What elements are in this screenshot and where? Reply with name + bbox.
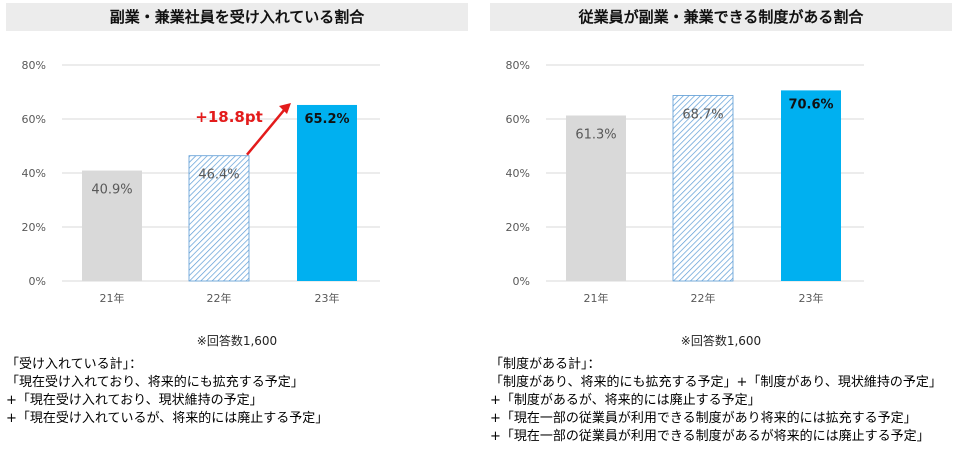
bar — [672, 95, 734, 282]
x-tick-label: 22年 — [691, 291, 716, 305]
bar-chart: 0% 20% 40% 60% 80% 61.3% 21年 68.7% 22年 70.6% 23年 — [506, 59, 864, 305]
definition-line: +「制度があるが、将来的には廃止する予定」 — [490, 393, 761, 408]
y-tick-label: 40% — [506, 167, 530, 180]
y-tick-label: 0% — [513, 275, 530, 288]
bar — [566, 115, 626, 282]
definition-line: 「制度があり、将来的にも拡充する予定」+「制度があり、現状維持の予定」 — [490, 375, 942, 390]
x-tick-label: 21年 — [584, 291, 609, 305]
data-label: 61.3% — [575, 127, 616, 142]
x-tick-label: 22年 — [207, 291, 232, 305]
definition-line: 「受け入れている計」： — [6, 357, 143, 372]
respondent-note: ※回答数1,600 — [680, 334, 762, 348]
y-tick-label: 60% — [506, 113, 530, 126]
y-tick-label: 80% — [506, 59, 530, 72]
definition-line: 「制度がある計」： — [490, 357, 601, 372]
respondent-note: ※回答数1,600 — [196, 334, 278, 348]
definition-line: 「現在受け入れており、将来的にも拡充する予定」 — [6, 375, 304, 390]
bar — [781, 90, 841, 281]
definition-line: +「現在一部の従業員が利用できる制度があるが将来的には廃止する予定」 — [490, 429, 930, 444]
data-label: 70.6% — [788, 97, 833, 112]
y-tick-label: 20% — [506, 221, 530, 234]
x-tick-label: 23年 — [799, 291, 824, 305]
increase-arrow — [246, 108, 286, 156]
data-label: 65.2% — [304, 112, 349, 127]
y-tick-label: 80% — [22, 59, 46, 72]
y-tick-label: 40% — [22, 167, 46, 180]
bar-chart: 0% 20% 40% 60% 80% 40.9% 21年 46.4% 22年 65.2% 23年 +1… — [22, 59, 380, 305]
bar — [297, 104, 357, 282]
chart-title: 副業・兼業社員を受け入れている割合 — [6, 3, 468, 31]
bar — [82, 170, 142, 281]
y-tick-label: 20% — [22, 221, 46, 234]
definition-line: +「現在一部の従業員が利用できる制度があり将来的には拡充する予定」 — [490, 411, 917, 426]
definition-line: +「現在受け入れているが、将来的には廃止する予定」 — [6, 411, 329, 426]
arrow-head — [279, 102, 291, 114]
y-tick-label: 60% — [22, 113, 46, 126]
definition-text: 「制度がある計」： 「制度があり、将来的にも拡充する予定」+「制度があり、現状維… — [490, 356, 942, 446]
x-tick-label: 23年 — [315, 291, 340, 305]
increase-annotation: +18.8pt — [195, 108, 263, 126]
data-label: 68.7% — [682, 108, 723, 123]
left-chart-panel: 副業・兼業社員を受け入れている割合 0% 20% 40% 60% 80% 40.9% 21年… — [0, 0, 474, 474]
bar — [188, 155, 250, 282]
y-tick-label: 0% — [29, 275, 46, 288]
definition-line: +「現在受け入れており、現状維持の予定」 — [6, 393, 263, 408]
data-label: 40.9% — [91, 183, 132, 198]
x-tick-label: 21年 — [100, 291, 125, 305]
chart-title: 従業員が副業・兼業できる制度がある割合 — [490, 3, 952, 31]
right-chart-panel: 従業員が副業・兼業できる制度がある割合 0% 20% 40% 60% 80% 61.3% 2… — [484, 0, 958, 474]
definition-text: 「受け入れている計」： 「現在受け入れており、将来的にも拡充する予定」 +「現在… — [6, 356, 328, 428]
data-label: 46.4% — [198, 168, 239, 183]
